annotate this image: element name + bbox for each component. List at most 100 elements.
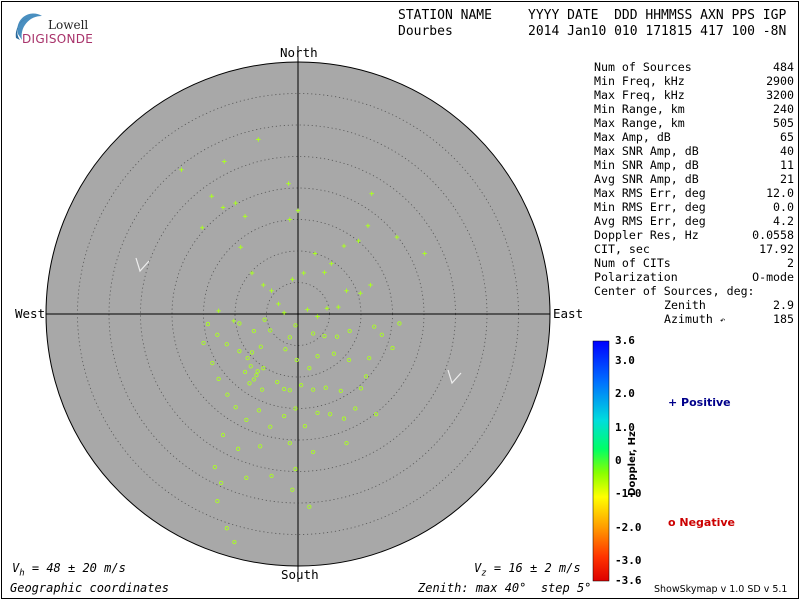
negative-point [281, 386, 287, 392]
horizontal-velocity: Vh = 48 ± 20 m/s [12, 561, 126, 579]
negative-point [298, 383, 304, 388]
stat-label: CIT, sec [594, 242, 650, 256]
negative-point [363, 374, 369, 379]
polar-plot [45, 46, 551, 582]
negative-point [210, 360, 215, 366]
zenith-scale-info: Zenith: max 40° step 5° [418, 581, 592, 595]
header-station-value: Dourbes [398, 24, 453, 39]
negative-point [201, 340, 206, 346]
center-of-sources-label: Center of Sources, deg: [594, 284, 755, 298]
negative-point [307, 504, 312, 509]
negative-point [216, 376, 221, 382]
negative-point [258, 444, 263, 449]
negative-point [224, 526, 229, 531]
stat-row: Min SNR Amp, dB 11 [594, 158, 794, 172]
stat-value: 21 [780, 172, 794, 186]
negative-point [237, 349, 242, 354]
negative-point [215, 332, 220, 337]
negative-point [205, 321, 211, 327]
positive-point [233, 200, 238, 206]
negative-point [255, 369, 260, 374]
negative-point [341, 416, 347, 421]
negative-point [338, 388, 343, 394]
colorbar-tick-label: 3.6 [615, 334, 635, 347]
negative-point [293, 466, 298, 472]
negative-point [310, 449, 316, 455]
negative-point [294, 357, 299, 363]
negative-point [254, 372, 259, 378]
negative-point [258, 344, 263, 349]
colorbar-gradient [592, 340, 610, 582]
colorbar-tick-label: -3.6 [615, 574, 642, 587]
positive-point [344, 288, 349, 293]
positive-point [358, 291, 363, 296]
colorbar-tick-label: 2.0 [615, 387, 635, 401]
positive-point [209, 193, 214, 199]
stat-value: O-mode [752, 270, 794, 284]
negative-point [215, 498, 220, 504]
azimuth-label: Azimuth ↶ [664, 312, 726, 326]
negative-point [290, 487, 295, 492]
positive-point [365, 223, 371, 228]
zenith-row: Zenith 2.9 [594, 298, 794, 312]
stat-value: 65 [780, 130, 794, 144]
stat-label: Avg SNR Amp, dB [594, 172, 699, 186]
positive-point [336, 304, 341, 310]
negative-point [358, 386, 364, 391]
direction-north: North [280, 45, 318, 60]
logo-digisonde-text: DIGISONDE [22, 32, 94, 46]
negative-point [224, 342, 229, 347]
stat-value: 0.0 [773, 200, 794, 214]
negative-point [244, 475, 249, 480]
positive-point [301, 270, 306, 276]
colorbar-tick-label: 0 [615, 454, 622, 467]
negative-point [242, 369, 248, 375]
stat-row: Max Amp, dB 65 [594, 130, 794, 144]
negative-point [397, 321, 402, 326]
stat-row: CIT, sec 17.92 [594, 242, 794, 256]
negative-point [259, 387, 265, 392]
stat-value: 2 [787, 256, 794, 270]
negative-point [237, 321, 242, 326]
positive-point [242, 214, 248, 219]
negative-point [367, 355, 372, 361]
negative-point [244, 417, 249, 422]
positive-point [290, 277, 295, 282]
negative-point [256, 408, 262, 413]
legend-negative: o Negative [668, 516, 736, 529]
direction-south: South [281, 567, 319, 582]
colorbar-tick-label: -1.0 [615, 487, 642, 501]
positive-point [261, 282, 266, 288]
stat-label: Num of Sources [594, 60, 692, 74]
positive-point [238, 245, 243, 250]
stat-row: Num of Sources 484 [594, 60, 794, 74]
negative-point [251, 328, 257, 334]
negative-point [212, 464, 217, 470]
stat-row: Min Range, km 240 [594, 102, 794, 116]
header-fields-label: YYYY DATE DDD HHMMSS AXN PPS IGP [528, 8, 787, 23]
azimuth-arrow-icon: ↶ [719, 316, 726, 326]
stat-row: Max Range, km 505 [594, 116, 794, 130]
header-station-label: STATION NAME [398, 8, 492, 23]
negative-point [346, 357, 352, 363]
stat-value: 2900 [766, 74, 794, 88]
stat-value: 17.92 [759, 242, 794, 256]
negative-point [315, 354, 320, 359]
negative-point [232, 539, 237, 545]
colorbar-tick-label: -2.0 [615, 520, 642, 534]
positive-point [256, 137, 261, 142]
negative-point [283, 347, 288, 352]
negative-point [248, 364, 253, 369]
negative-point [347, 328, 352, 334]
positive-point [305, 307, 310, 312]
negative-point [344, 440, 349, 446]
positive-point [249, 270, 255, 276]
stat-value: 0.0558 [752, 228, 794, 242]
negative-point [245, 355, 250, 361]
positive-point [286, 181, 291, 186]
positive-point [222, 159, 227, 164]
positive-point [276, 301, 281, 307]
stat-label: Max RMS Err, deg [594, 186, 706, 200]
velocity-vector-marker-2 [447, 369, 462, 385]
zenith-label: Zenith [664, 298, 706, 312]
